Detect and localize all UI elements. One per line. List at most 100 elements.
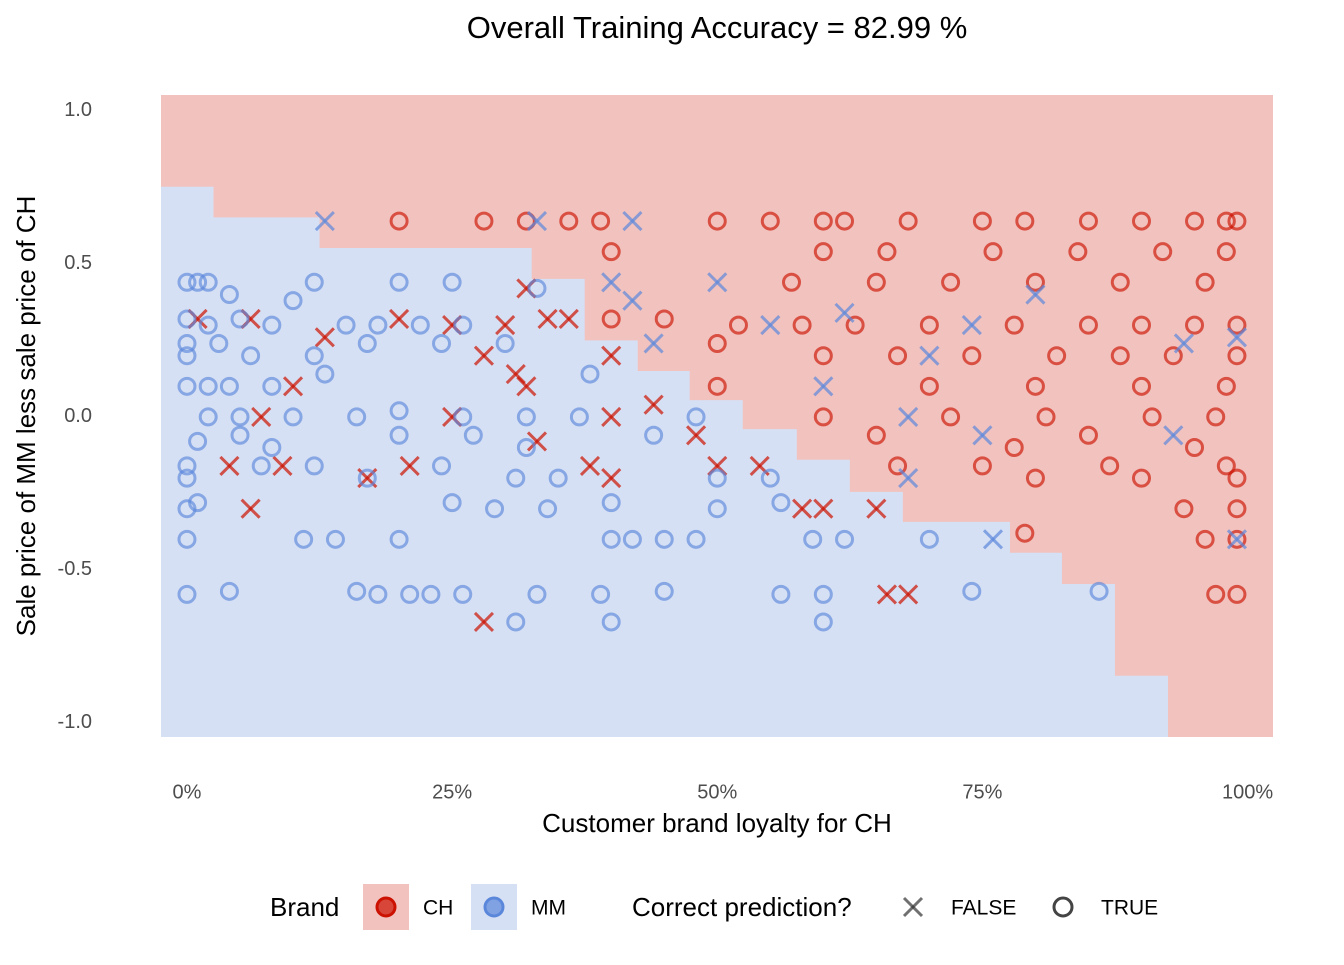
point-false <box>473 611 495 633</box>
point-false <box>919 345 940 366</box>
point-true <box>919 529 939 549</box>
point-true <box>219 376 239 396</box>
cross-stroke <box>389 308 410 330</box>
region-mm <box>161 186 1273 738</box>
point-true <box>707 468 727 488</box>
point-false <box>601 345 622 366</box>
point-true <box>1015 523 1035 543</box>
point-true <box>1025 468 1045 488</box>
cross-stroke <box>314 327 335 348</box>
point-true <box>516 211 536 231</box>
cross-stroke <box>1173 333 1194 354</box>
point-true <box>1227 584 1247 604</box>
point-true <box>941 407 961 427</box>
point-true <box>241 346 261 366</box>
point-true <box>707 499 727 519</box>
cross-stroke <box>866 498 887 519</box>
point-false <box>685 425 707 446</box>
cross-stroke <box>622 211 643 232</box>
point-true <box>686 407 706 427</box>
point-false <box>526 211 548 232</box>
point-true <box>1185 438 1205 458</box>
point-true <box>771 584 791 604</box>
point-true <box>919 315 939 335</box>
point-true <box>188 493 208 513</box>
point-true <box>453 315 473 335</box>
point-true <box>336 315 356 335</box>
point-false <box>622 290 643 311</box>
cross-stroke <box>526 211 548 232</box>
point-true <box>421 584 441 604</box>
point-true <box>601 612 621 632</box>
cross-stroke <box>314 211 335 232</box>
point-true <box>654 529 674 549</box>
point-true <box>1195 272 1215 292</box>
point-true <box>474 211 494 231</box>
point-false <box>314 211 335 232</box>
cross-stroke <box>1226 529 1248 550</box>
point-false <box>389 308 410 330</box>
point-false <box>516 376 537 397</box>
point-true <box>1068 242 1088 262</box>
point-true <box>548 468 568 488</box>
legend-label: FALSE <box>951 897 1016 920</box>
point-false <box>579 455 601 476</box>
point-true <box>601 529 621 549</box>
point-true <box>368 315 388 335</box>
point-true <box>410 315 430 335</box>
point-true <box>1216 456 1236 476</box>
cross-stroke <box>558 308 579 330</box>
point-true <box>760 468 780 488</box>
point-true <box>888 456 908 476</box>
point-true <box>262 376 282 396</box>
point-true <box>315 364 335 384</box>
point-false <box>643 333 664 354</box>
point-true <box>432 333 452 353</box>
cross-stroke <box>495 315 516 336</box>
cross-stroke <box>643 333 664 354</box>
point-true <box>888 346 908 366</box>
legend-title: Brand <box>270 892 339 922</box>
point-false <box>537 308 558 330</box>
y-tick-label: 1.0 <box>64 99 92 121</box>
point-true <box>177 272 197 292</box>
point-true <box>304 272 324 292</box>
cross-stroke <box>399 455 420 476</box>
cross-stroke <box>760 315 781 336</box>
point-true <box>432 456 452 476</box>
point-true <box>686 529 706 549</box>
point-true <box>389 425 409 445</box>
point-true <box>283 291 303 311</box>
point-true <box>941 272 961 292</box>
cross-stroke <box>251 406 272 427</box>
point-true <box>1089 581 1109 601</box>
point-true <box>845 315 865 335</box>
legend-dot <box>483 896 505 918</box>
point-true <box>813 211 833 231</box>
cross-stroke <box>282 376 304 397</box>
point-true <box>972 456 992 476</box>
chart-title: Overall Training Accuracy = 82.99 % <box>467 10 968 45</box>
point-true <box>591 211 611 231</box>
cross-stroke <box>898 468 919 489</box>
legend-dot <box>375 896 397 918</box>
point-false <box>1226 529 1248 550</box>
cross-stroke <box>972 425 993 446</box>
point-true <box>389 272 409 292</box>
point-false <box>526 431 548 452</box>
point-true <box>1078 425 1098 445</box>
point-false <box>601 468 622 489</box>
cross-stroke <box>813 498 834 519</box>
point-true <box>262 315 282 335</box>
point-true <box>177 584 197 604</box>
y-tick-label: 0.0 <box>64 405 92 427</box>
cross-stroke <box>1163 425 1184 446</box>
point-true <box>559 211 579 231</box>
point-false <box>601 406 622 427</box>
point-true <box>580 364 600 384</box>
point-true <box>400 584 420 604</box>
x-tick-label: 100% <box>1222 781 1273 803</box>
point-true <box>219 285 239 305</box>
point-true <box>962 581 982 601</box>
